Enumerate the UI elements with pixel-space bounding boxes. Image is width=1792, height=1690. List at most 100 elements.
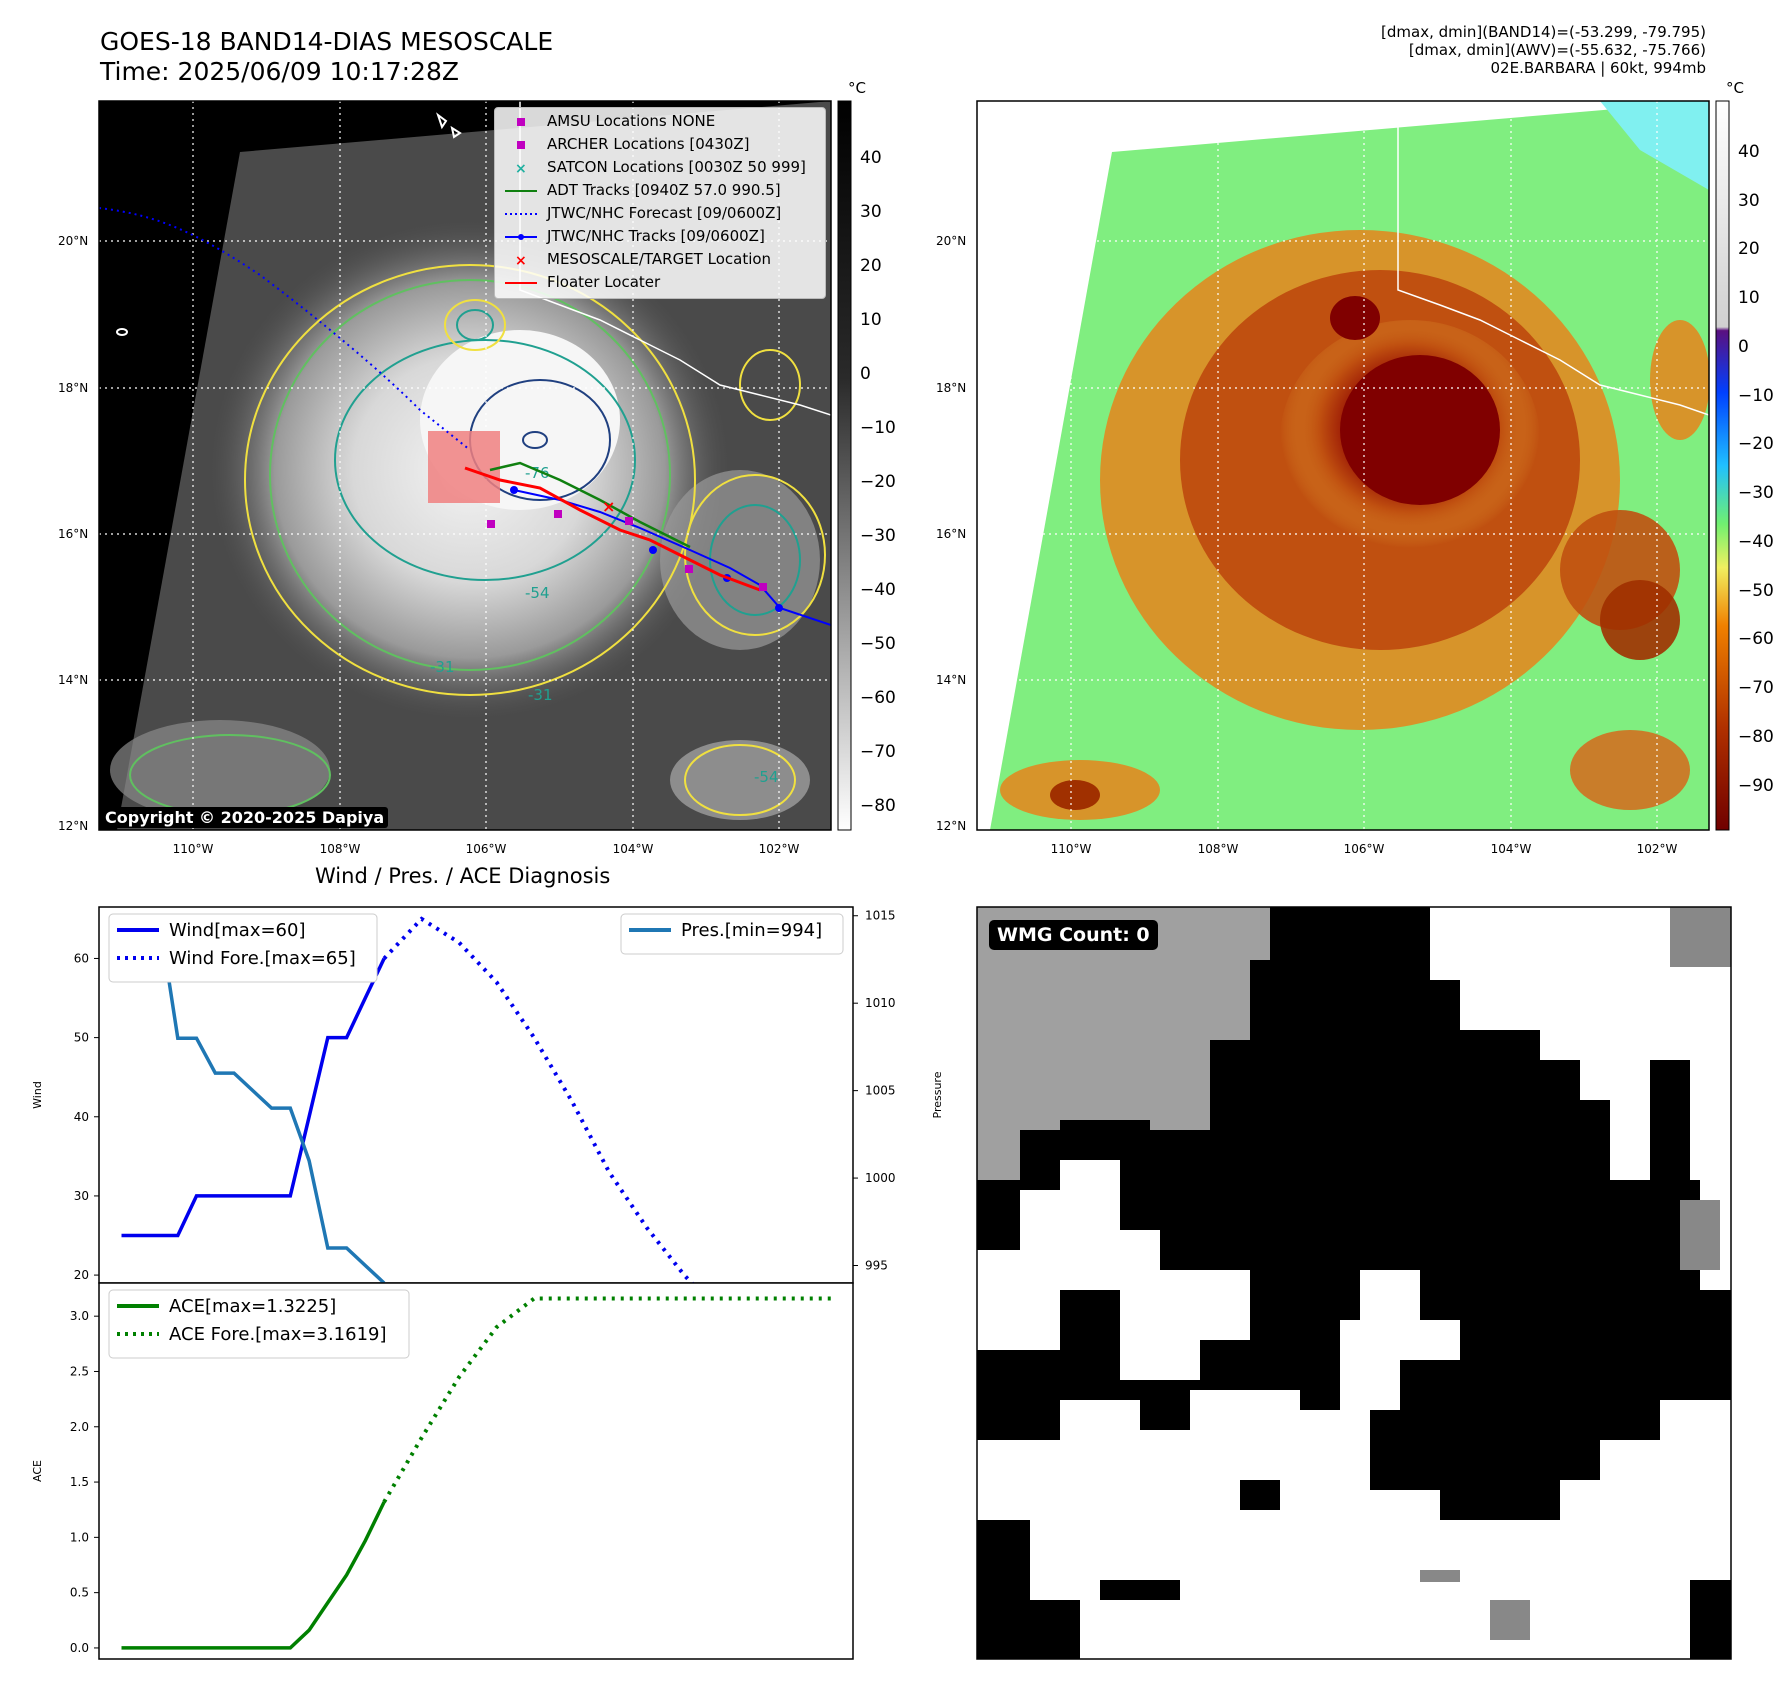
- map-legend-item: × SATCON Locations [0030Z 50 999]: [501, 156, 819, 179]
- svg-text:0: 0: [1738, 337, 1749, 357]
- colorbar-left: [837, 100, 852, 831]
- svg-text:110°W: 110°W: [173, 842, 214, 856]
- svg-text:−30: −30: [1738, 483, 1774, 503]
- colorbar-right: [1715, 100, 1730, 831]
- legend-symbol-icon: [517, 140, 525, 149]
- colorbar-left-ticks: 40 30 20 10 0 −10 −20 −30 −40 −50 −60 −7…: [860, 148, 896, 816]
- y-axis-label: Wind: [31, 1081, 44, 1109]
- contour-green: [269, 279, 671, 671]
- y-right-tick-label: 1005: [865, 1084, 896, 1098]
- legend-symbol-icon: [505, 189, 537, 192]
- svg-text:108°W: 108°W: [1198, 842, 1239, 856]
- map-legend-label: JTWC/NHC Forecast [09/0600Z]: [547, 204, 782, 222]
- svg-text:12°N: 12°N: [936, 819, 966, 833]
- series-line: [121, 1501, 386, 1650]
- svg-text:−10: −10: [860, 418, 896, 438]
- series-line: [382, 1296, 835, 1504]
- svg-text:14°N: 14°N: [58, 673, 88, 687]
- svg-text:10: 10: [860, 310, 882, 330]
- y-axis-label: ACE: [31, 1460, 44, 1482]
- svg-text:16°N: 16°N: [936, 527, 966, 541]
- y-tick-label: 0.5: [70, 1586, 89, 1600]
- svg-text:18°N: 18°N: [936, 381, 966, 395]
- chart-legend-label: Wind Fore.[max=65]: [169, 948, 356, 969]
- svg-text:−90: −90: [1738, 776, 1774, 796]
- y-tick-label: 60: [74, 951, 89, 965]
- svg-text:104°W: 104°W: [613, 842, 654, 856]
- map-axis-labels-right: 20°N 18°N 16°N 14°N 12°N 110°W 108°W 106…: [936, 234, 1678, 856]
- contour-teal: [334, 339, 636, 581]
- legend-symbol-icon: [505, 281, 537, 284]
- y-tick-label: 1.5: [70, 1475, 89, 1489]
- legend-symbol-icon: [505, 212, 537, 215]
- svg-text:20°N: 20°N: [936, 234, 966, 248]
- legend-symbol-icon: [517, 117, 525, 126]
- svg-text:18°N: 18°N: [58, 381, 88, 395]
- colorbar-right-ticks: 40 30 20 10 0 −10 −20 −30 −40 −50 −60 −7…: [1738, 142, 1774, 796]
- svg-text:−50: −50: [1738, 581, 1774, 601]
- figure-title: GOES-18 BAND14-DIAS MESOSCALE Time: 2025…: [100, 27, 553, 87]
- svg-text:0: 0: [860, 364, 871, 384]
- series-line: [121, 957, 386, 1238]
- y-right-axis-label: Pressure: [931, 1071, 944, 1118]
- svg-text:20: 20: [1738, 239, 1760, 259]
- map-legend-item: JTWC/NHC Forecast [09/0600Z]: [501, 202, 819, 225]
- svg-text:−20: −20: [1738, 434, 1774, 454]
- storm-info: [dmax, dmin](BAND14)=(-53.299, -79.795) …: [1381, 23, 1706, 77]
- y-tick-label: 2.5: [70, 1364, 89, 1378]
- svg-text:10: 10: [1738, 288, 1760, 308]
- info-line-1: [dmax, dmin](BAND14)=(-53.299, -79.795): [1381, 23, 1706, 41]
- colorbar-right-unit: °C: [1726, 79, 1744, 97]
- svg-text:−20: −20: [860, 472, 896, 492]
- svg-text:−40: −40: [860, 580, 896, 600]
- wmg-count-badge: WMG Count: 0: [989, 920, 1158, 950]
- svg-text:106°W: 106°W: [1344, 842, 1385, 856]
- diagnosis-title: Wind / Pres. / ACE Diagnosis: [315, 864, 611, 888]
- map-legend-label: ADT Tracks [0940Z 57.0 990.5]: [547, 181, 781, 199]
- svg-text:−10: −10: [1738, 386, 1774, 406]
- svg-text:−70: −70: [860, 742, 896, 762]
- svg-text:102°W: 102°W: [759, 842, 800, 856]
- wind-pres-chart: 20 30 40 50 60 995 1000 1005 1010 1015 Wind Pressur…: [31, 906, 944, 1396]
- svg-text:12°N: 12°N: [58, 819, 88, 833]
- chart-legend: [620, 913, 844, 955]
- chart-legend-label: Wind[max=60]: [169, 920, 306, 941]
- chart-legend-label: ACE Fore.[max=3.1619]: [169, 1324, 387, 1345]
- svg-text:×: ×: [515, 253, 527, 267]
- svg-text:−60: −60: [1738, 629, 1774, 649]
- info-line-2: [dmax, dmin](AWV)=(-55.632, -75.766): [1408, 41, 1706, 59]
- y-tick-label: 30: [74, 1189, 89, 1203]
- svg-text:−70: −70: [1738, 678, 1774, 698]
- svg-text:−40: −40: [1738, 532, 1774, 552]
- wmg-panel: [977, 907, 1731, 1659]
- floater-track: [464, 466, 761, 592]
- svg-text:−60: −60: [860, 688, 896, 708]
- svg-text:−80: −80: [1738, 727, 1774, 747]
- svg-text:×: ×: [515, 161, 527, 175]
- map-legend-label: Floater Locater: [547, 273, 661, 291]
- map-legend: AMSU Locations NONE ARCHER Locations [043…: [494, 107, 826, 299]
- y-right-tick-label: 1015: [865, 909, 896, 923]
- svg-text:16°N: 16°N: [58, 527, 88, 541]
- y-tick-label: 50: [74, 1031, 89, 1045]
- svg-text:−50: −50: [860, 634, 896, 654]
- y-tick-label: 2.0: [70, 1420, 89, 1434]
- svg-text:108°W: 108°W: [320, 842, 361, 856]
- map-legend-item: ARCHER Locations [0430Z]: [501, 133, 819, 156]
- adt-track: [489, 461, 691, 549]
- contour-label: -54: [754, 768, 779, 786]
- map-legend-label: SATCON Locations [0030Z 50 999]: [547, 158, 806, 176]
- chart-legend-label: Pres.[min=994]: [681, 920, 822, 941]
- y-right-tick-label: 1000: [865, 1171, 896, 1185]
- mesoscale-box: [428, 431, 500, 503]
- map-legend-item: Floater Locater: [501, 271, 819, 294]
- map-legend-item: AMSU Locations NONE: [501, 110, 819, 133]
- svg-text:14°N: 14°N: [936, 673, 966, 687]
- y-tick-label: 3.0: [70, 1309, 89, 1323]
- svg-text:104°W: 104°W: [1491, 842, 1532, 856]
- map-legend-label: MESOSCALE/TARGET Location: [547, 250, 772, 268]
- map-gridlines-right: [977, 101, 1709, 830]
- svg-text:102°W: 102°W: [1637, 842, 1678, 856]
- wv-map-panel: [977, 101, 1709, 830]
